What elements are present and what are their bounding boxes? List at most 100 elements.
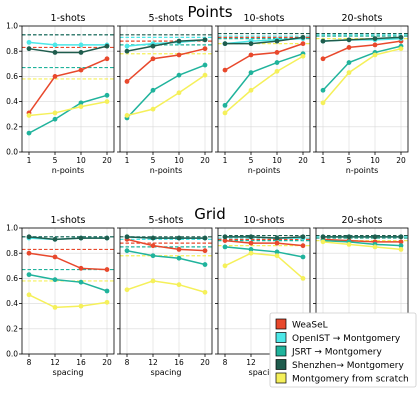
series-line [28, 273, 108, 292]
data-point [52, 236, 58, 242]
data-point [150, 278, 156, 284]
x-axis-label: spacing [249, 368, 280, 377]
panel-grid-5-shots: 5-shots 8 12 16 20 spacing [117, 215, 213, 377]
series-line [126, 238, 206, 252]
data-point [78, 50, 84, 55]
legend-swatch [275, 372, 287, 384]
data-point [222, 263, 228, 269]
series-line [224, 42, 304, 71]
legend-label: JSRT → Montgomery [291, 347, 382, 357]
data-point [274, 235, 280, 241]
data-point [78, 100, 84, 106]
data-point [202, 289, 208, 295]
data-point [150, 235, 156, 241]
data-point [202, 262, 208, 267]
data-point [78, 279, 84, 285]
series-line [126, 74, 206, 117]
data-point [52, 116, 58, 122]
data-point [104, 43, 110, 49]
data-point [124, 48, 130, 54]
x-axis-label: spacing [151, 368, 182, 377]
legend-label: WeaSeL [292, 320, 328, 330]
data-point [104, 267, 110, 272]
data-point [320, 239, 326, 245]
data-point [104, 235, 110, 241]
x-tick-label: 16 [76, 358, 86, 367]
legend-label: Montgomery from scratch [292, 374, 409, 384]
x-tick-label: 1 [27, 156, 32, 165]
data-point [124, 234, 130, 240]
data-point [104, 56, 110, 62]
data-point [346, 241, 352, 247]
data-point [52, 277, 58, 283]
data-point [124, 248, 130, 254]
data-point [78, 104, 84, 110]
x-tick-label: 20 [102, 156, 112, 165]
data-point [398, 239, 404, 245]
data-point [248, 41, 254, 47]
data-point [52, 42, 58, 48]
y-tick-label: 0.6 [6, 72, 18, 81]
panel-title: 1-shots [51, 13, 86, 24]
series-line [322, 47, 402, 104]
data-point [124, 113, 130, 118]
data-point [398, 46, 404, 52]
data-point [202, 46, 208, 52]
data-point [78, 235, 84, 241]
data-point [202, 235, 208, 241]
x-tick-label: 20 [396, 156, 406, 165]
series-line [126, 39, 206, 52]
y-tick-label: 0.2 [6, 324, 18, 333]
panel-title: 1-shots [51, 215, 86, 226]
data-point [104, 288, 110, 294]
data-point [222, 110, 228, 116]
data-point [274, 253, 280, 259]
data-point [372, 42, 378, 48]
data-point [248, 234, 254, 240]
series-line [322, 241, 402, 251]
data-point [52, 110, 58, 116]
legend-swatch [275, 332, 287, 343]
series-line [126, 64, 206, 119]
data-point [320, 100, 326, 106]
y-tick-label: 1.0 [6, 22, 18, 31]
x-tick-label: 10 [272, 156, 282, 165]
series-line [126, 280, 206, 293]
series-line [225, 36, 304, 45]
data-point [176, 255, 182, 261]
data-point [346, 60, 352, 65]
axes-frame [21, 25, 115, 153]
series-line [28, 94, 108, 134]
data-point [78, 265, 84, 271]
y-tick-label: 0.0 [6, 350, 18, 359]
x-tick-label: 5 [347, 156, 352, 165]
data-point [346, 37, 352, 43]
x-tick-label: 20 [200, 156, 210, 165]
data-point [248, 52, 254, 58]
data-point [222, 244, 228, 250]
series-line [126, 47, 206, 83]
data-point [300, 276, 306, 281]
data-point [202, 37, 208, 43]
data-point [124, 287, 130, 293]
data-point [346, 234, 352, 240]
panel-points-5-shots: 5-shots 1 5 10 20 n-points [117, 13, 213, 175]
data-point [26, 39, 32, 45]
panel-title: 10-shots [244, 13, 285, 24]
data-point [78, 42, 84, 48]
chart-panels: 1-shots 1 5 10 20 n-points 0.0 0.2 0.4 0.6 0.8 1.0 5… [6, 13, 409, 377]
legend-box [269, 312, 417, 388]
data-point [372, 52, 378, 58]
panel-title: 10-shots [244, 215, 285, 226]
data-point [222, 102, 228, 108]
series-line [28, 45, 108, 54]
data-point [300, 53, 306, 59]
data-point [300, 254, 306, 260]
data-point [222, 67, 228, 73]
data-point [26, 250, 32, 256]
series-line [126, 236, 205, 239]
axes-frame [315, 25, 409, 153]
data-point [320, 234, 326, 240]
x-tick-label: 20 [200, 358, 210, 367]
